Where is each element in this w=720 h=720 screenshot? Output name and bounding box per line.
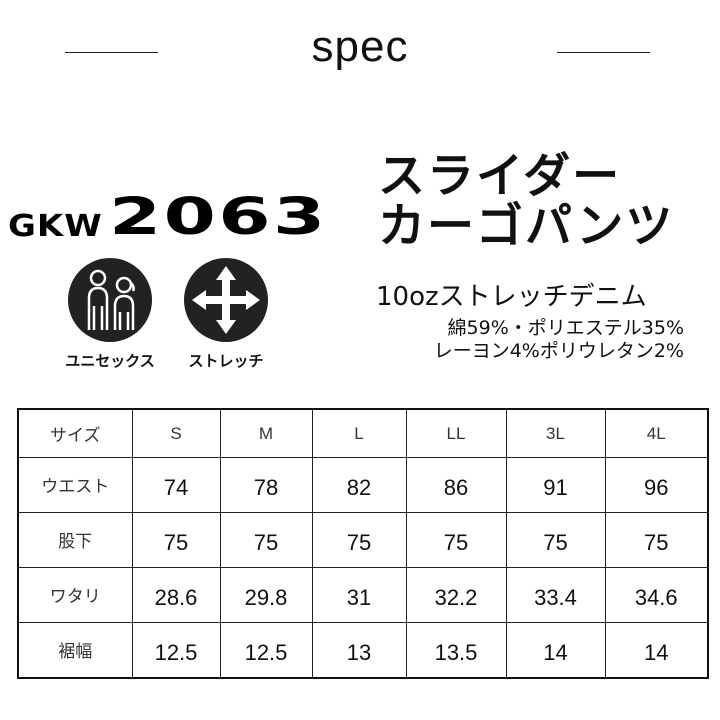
table-cell: 29.8 [219,567,313,623]
table-cell: 31 [311,567,407,623]
table-cell: 13.5 [405,622,507,679]
header-rule-right [557,52,650,53]
product-name-line-2: カーゴパンツ [378,199,675,254]
table-row: 股下 75 75 75 75 75 75 [17,512,709,568]
table-cell: 75 [131,512,221,568]
table-cell: 78 [219,457,313,513]
stretch-arrows-icon [184,258,268,342]
unisex-icon [68,258,152,342]
stretch-label: ストレッチ [188,352,264,370]
composition-line-2: レーヨン4%ポリウレタン2% [433,340,684,362]
column-header: L [311,408,407,458]
table-cell: 96 [604,457,709,513]
row-label: ワタリ [17,567,133,623]
model-logo: GKW 2063 [8,182,325,252]
row-label: 股下 [17,512,133,568]
table-cell: 28.6 [131,567,221,623]
table-row: ワタリ 28.6 29.8 31 32.2 33.4 34.6 [17,567,709,623]
column-header: 4L [604,408,709,458]
table-cell: 75 [505,512,606,568]
table-cell: 12.5 [131,622,221,679]
table-cell: 75 [311,512,407,568]
size-table: サイズ S M L LL 3L 4L ウエスト 74 78 82 86 91 9… [17,408,709,679]
table-cell: 75 [405,512,507,568]
product-name-line-1: スライダー [378,149,622,204]
column-header: M [219,408,313,458]
unisex-label: ユニセックス [65,352,155,370]
model-number: 2063 [108,187,328,247]
composition-line-1: 綿59%・ポリエステル35% [447,317,684,339]
table-cell: 12.5 [219,622,313,679]
column-header: LL [405,408,507,458]
table-cell: 34.6 [604,567,709,623]
row-label: ウエスト [17,457,133,513]
page-title: spec [311,22,409,71]
table-cell: 75 [604,512,709,568]
table-header-row: サイズ S M L LL 3L 4L [17,408,709,458]
column-header: 3L [505,408,606,458]
table-cell: 74 [131,457,221,513]
column-header: サイズ [17,408,133,458]
table-cell: 14 [604,622,709,679]
table-row: 裾幅 12.5 12.5 13 13.5 14 14 [17,622,709,679]
row-label: 裾幅 [17,622,133,679]
table-cell: 75 [219,512,313,568]
column-header: S [131,408,221,458]
table-cell: 33.4 [505,567,606,623]
header-rule-left [65,52,158,53]
table-cell: 14 [505,622,606,679]
table-cell: 86 [405,457,507,513]
table-cell: 82 [311,457,407,513]
model-prefix: GKW [8,208,103,244]
table-cell: 13 [311,622,407,679]
table-cell: 32.2 [405,567,507,623]
table-cell: 91 [505,457,606,513]
fabric-label: 10ozストレッチデニム [376,282,647,312]
table-row: ウエスト 74 78 82 86 91 96 [17,457,709,513]
